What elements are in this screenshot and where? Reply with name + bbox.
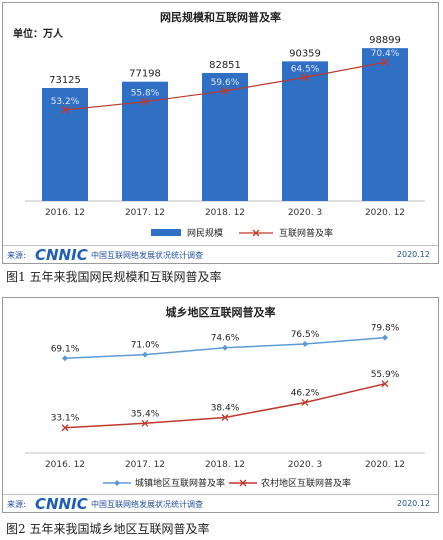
unit-label: 单位：万人 [13, 29, 63, 40]
rural-value-label: 33.1% [51, 414, 80, 424]
rural-marker [141, 419, 149, 427]
chart-title: 城乡地区互联网普及率 [165, 306, 276, 319]
urban-value-label: 69.1% [51, 344, 80, 354]
bar [42, 87, 88, 201]
source-bar: 来源: CNNIC 中国互联网络发展状况统计调查 2020.12 [3, 245, 438, 264]
penetration-marker [301, 73, 309, 82]
penetration-marker [141, 97, 149, 106]
source-date: 2020.12 [396, 499, 430, 508]
x-tick-label: 2017. 12 [125, 208, 165, 218]
x-tick-label: 2020. 12 [365, 460, 405, 470]
urban-value-label: 76.5% [291, 330, 320, 340]
bar-value-label: 90359 [289, 48, 321, 59]
rural-value-label: 55.9% [371, 370, 400, 380]
x-tick-label: 2018. 12 [205, 460, 245, 470]
urban-marker [62, 355, 68, 362]
cnnic-logo: CNNIC [35, 246, 88, 264]
rural-value-label: 38.4% [211, 404, 240, 414]
legend-label-urban: 城镇地区互联网普及率 [135, 477, 225, 489]
source-label: 来源: [7, 251, 26, 260]
x-tick-label: 2020. 12 [365, 208, 405, 218]
urban-marker [222, 344, 228, 351]
legend-label-rural: 农村地区互联网普及率 [261, 477, 351, 489]
penetration-label: 55.8% [131, 89, 160, 99]
chart-panel-urban-rural: 城乡地区互联网普及率 2016. 12 2017. 12 2018. 12 2020.… [2, 297, 439, 513]
penetration-marker [381, 58, 389, 67]
urban-rural-chart-svg: 2016. 12 2017. 12 2018. 12 2020. 3 2020. 12 6… [25, 324, 425, 489]
bar-value-label: 77198 [129, 69, 161, 80]
chart-title: 网民规模和互联网普及率 [160, 11, 281, 24]
legend-swatch-bar [151, 229, 181, 236]
figure-caption-1: 图1 五年来我国网民规模和互联网普及率 [6, 270, 222, 284]
x-tick-label: 2018. 12 [205, 208, 245, 218]
legend-marker [252, 229, 260, 237]
source-text: 中国互联网络发展状况统计调查 [91, 500, 203, 509]
penetration-label: 70.4% [371, 49, 400, 59]
legend-marker-rural [239, 479, 247, 487]
source-label: 来源: [7, 500, 26, 509]
bar [282, 61, 328, 201]
penetration-label: 59.6% [211, 78, 240, 88]
cnnic-logo: CNNIC [35, 495, 88, 513]
bar-value-label: 73125 [49, 75, 81, 86]
x-tick-label: 2016. 12 [45, 460, 85, 470]
x-tick-label: 2017. 12 [125, 460, 165, 470]
urban-marker [382, 334, 388, 341]
chart-panel-netizens: 网民规模和互联网普及率 单位：万人 73125 2016. 12 77198 2017… [2, 2, 439, 264]
rural-marker [301, 399, 309, 406]
source-date: 2020.12 [396, 250, 430, 259]
source-bar: 来源: CNNIC 中国互联网络发展状况统计调查 2020.12 [3, 494, 438, 513]
bar-value-label: 82851 [209, 60, 241, 71]
urban-value-label: 79.8% [371, 324, 400, 334]
legend-label-bar: 网民规模 [187, 228, 223, 239]
penetration-marker [221, 86, 229, 95]
rural-value-label: 35.4% [131, 409, 160, 419]
urban-marker [142, 351, 148, 358]
x-tick-label: 2020. 3 [288, 460, 322, 470]
rural-value-label: 46.2% [291, 388, 320, 398]
rural-marker [61, 424, 69, 432]
x-tick-label: 2020. 3 [288, 208, 322, 218]
legend-label-line: 互联网普及率 [279, 227, 333, 239]
bar [362, 48, 408, 201]
netizen-chart-svg: 73125 2016. 12 77198 2017. 12 82851 2018. 12 9… [25, 35, 425, 239]
bar [202, 72, 248, 201]
rural-marker [381, 380, 389, 388]
urban-value-label: 74.6% [211, 334, 240, 344]
urban-value-label: 71.0% [131, 341, 160, 351]
rural-marker [221, 414, 229, 421]
source-text: 中国互联网络发展状况统计调查 [91, 251, 203, 260]
legend-marker-urban [114, 480, 120, 486]
penetration-label: 53.2% [51, 97, 80, 107]
penetration-marker [61, 106, 69, 114]
penetration-label: 64.5% [291, 64, 320, 74]
bar-value-label: 98899 [369, 35, 401, 46]
urban-marker [302, 341, 308, 348]
figure-caption-2: 图2 五年来我国城乡地区互联网普及率 [6, 522, 210, 536]
x-tick-label: 2016. 12 [45, 208, 85, 218]
